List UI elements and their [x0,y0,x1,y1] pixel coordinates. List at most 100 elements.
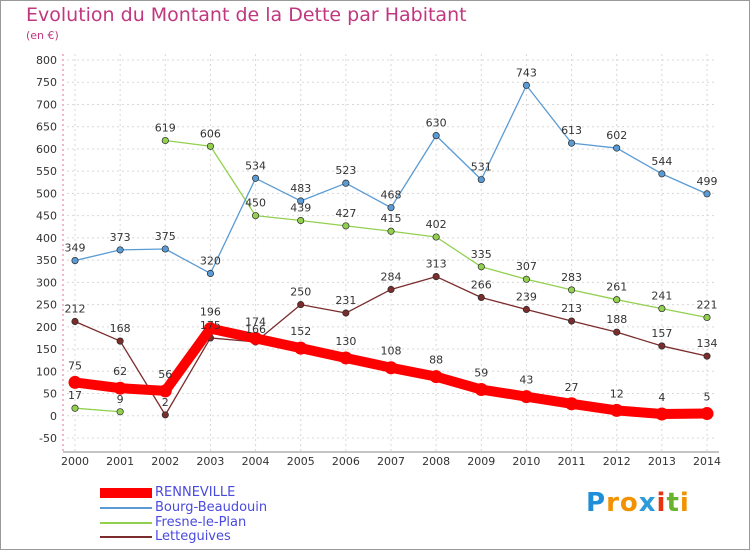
y-tick-label: 250 [36,299,57,312]
point-fresne-le-plan [161,136,169,145]
data-label-renneville: 27 [565,381,579,394]
point-renneville [249,331,263,345]
point-fresne-le-plan [703,313,711,322]
data-label-letteguives: 212 [65,302,86,315]
point-letteguives [297,301,305,309]
data-label-letteguives: 175 [200,319,221,332]
point-fresne-le-plan [116,408,124,416]
y-tick-label: 50 [43,388,57,401]
data-label-letteguives: 166 [245,323,266,336]
series-renneville [68,322,714,421]
point-fresne-le-plan [432,233,440,241]
x-tick-label: 2008 [422,455,450,468]
data-label-fresne-le-plan: 619 [155,121,176,134]
point-fresne-le-plan [522,275,530,283]
legend-swatch-renneville [100,488,152,498]
data-label-fresne-le-plan: 335 [471,248,492,261]
data-label-renneville: 56 [158,368,172,381]
point-bourg-beaudouin [703,190,711,198]
data-label-bourg-beaudouin: 534 [245,159,266,172]
y-tick-label: 800 [36,54,57,67]
data-label-fresne-le-plan: 307 [516,260,537,273]
logo-letter: t [666,488,680,518]
y-tick-label: 500 [36,187,57,200]
y-tick-label: 550 [36,165,57,178]
point-bourg-beaudouin [568,139,576,147]
point-bourg-beaudouin [71,257,79,265]
data-label-renneville: 43 [519,374,533,387]
point-bourg-beaudouin [477,176,485,184]
point-fresne-le-plan [206,142,214,150]
point-bourg-beaudouin [658,170,666,178]
chart-subtitle: (en €) [26,29,59,42]
data-label-fresne-le-plan: 415 [381,212,402,225]
legend-swatch-letteguives [100,536,152,538]
data-label-fresne-le-plan: 402 [426,218,447,231]
data-label-bourg-beaudouin: 613 [561,124,582,137]
point-renneville [700,407,714,421]
y-tick-label: 600 [36,143,57,156]
point-bourg-beaudouin [522,81,530,89]
point-bourg-beaudouin [116,246,124,254]
data-label-fresne-le-plan: 283 [561,271,582,284]
data-label-renneville: 4 [658,391,665,404]
data-label-bourg-beaudouin: 499 [697,175,718,188]
point-renneville [339,351,353,365]
y-tick-label: 200 [36,321,57,334]
point-letteguives [568,317,576,325]
y-tick-label: 0 [50,410,57,423]
data-label-fresne-le-plan: 606 [200,127,221,140]
x-tick-label: 2007 [377,455,405,468]
x-tick-label: 2001 [106,455,134,468]
data-label-letteguives: 134 [697,337,718,350]
y-tick-label: 750 [36,76,57,89]
point-letteguives [432,273,440,281]
proxiti-logo: Proxiti [586,488,690,518]
point-renneville [158,384,172,398]
logo-letter: i [679,488,690,518]
x-tick-label: 2009 [467,455,495,468]
x-tick-label: 2011 [558,455,586,468]
data-label-bourg-beaudouin: 602 [606,129,627,142]
logo-letter: x [638,488,657,518]
data-label-fresne-le-plan: 17 [68,389,82,402]
x-tick-label: 2010 [512,455,540,468]
point-letteguives [658,342,666,350]
data-label-bourg-beaudouin: 483 [290,182,311,195]
data-label-bourg-beaudouin: 743 [516,66,537,79]
data-label-letteguives: 168 [110,322,131,335]
point-bourg-beaudouin [206,269,214,278]
data-label-letteguives: 266 [471,278,492,291]
data-label-fresne-le-plan: 241 [651,290,672,303]
point-renneville [68,375,82,389]
logo-letter: r [606,488,620,518]
point-fresne-le-plan [477,263,485,271]
point-letteguives [522,305,530,314]
data-label-fresne-le-plan: 439 [290,202,311,215]
x-tick-label: 2005 [287,455,315,468]
data-label-letteguives: 239 [516,290,537,303]
point-letteguives [703,352,711,360]
data-label-letteguives: 157 [651,327,672,340]
data-label-letteguives: 284 [381,270,402,283]
data-label-fresne-le-plan: 450 [245,197,266,210]
grid-layer [67,54,715,452]
point-fresne-le-plan [71,404,79,412]
data-label-bourg-beaudouin: 373 [110,231,131,244]
data-label-bourg-beaudouin: 468 [381,189,402,202]
y-tick-label: 150 [36,343,57,356]
data-label-renneville: 75 [68,359,82,372]
point-fresne-le-plan [613,296,621,304]
data-label-letteguives: 2 [162,396,169,409]
data-label-bourg-beaudouin: 320 [200,254,221,267]
series-fresne-le-plan [71,136,711,416]
point-renneville [113,381,127,395]
data-label-letteguives: 313 [426,258,447,271]
point-bourg-beaudouin [432,132,440,140]
point-fresne-le-plan [297,216,305,225]
data-label-renneville: 88 [429,354,443,367]
legend-label-bourg-beaudouin: Bourg-Beaudouin [155,500,268,515]
data-label-renneville: 108 [381,345,402,358]
y-tick-label: 350 [36,254,57,267]
